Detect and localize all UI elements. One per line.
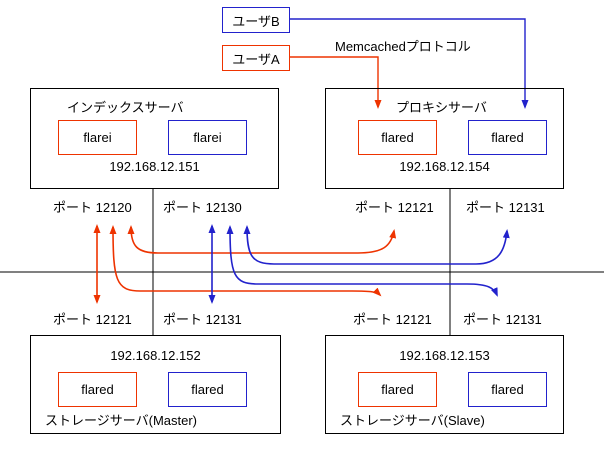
storage-slave-name: ストレージサーバ(Slave): [340, 413, 485, 428]
flared-slave-red-label: flared: [381, 382, 414, 397]
flared-proxy-red-label: flared: [381, 130, 414, 145]
flarei-blue-box: flarei: [168, 120, 247, 155]
flared-slave-red-box: flared: [358, 372, 437, 407]
storage-master-ip: 192.168.12.152: [110, 348, 201, 363]
port-proxy-12131-label: ポート 12131: [466, 200, 545, 215]
storage-master-name: ストレージサーバ(Master): [45, 413, 197, 428]
port-proxy-12121-label: ポート 12121: [355, 200, 434, 215]
flared-master-blue-box: flared: [168, 372, 247, 407]
storage-slave-ip: 192.168.12.153: [399, 348, 490, 363]
protocol-label: Memcachedプロトコル: [335, 39, 471, 54]
proxy-server-box: プロキシサーバ flared flared 192.168.12.154: [325, 88, 564, 189]
flared-master-red-box: flared: [58, 372, 137, 407]
port-slave-12121-label: ポート 12121: [353, 312, 432, 327]
index-server-name: インデックスサーバ: [67, 100, 184, 115]
flared-master-blue-label: flared: [191, 382, 224, 397]
arrow-red-12120-to-proxy-12121: [127, 225, 397, 254]
flared-slave-blue-label: flared: [491, 382, 524, 397]
flared-proxy-blue-box: flared: [468, 120, 547, 155]
arrow-red-12120-to-slave-12121: [109, 225, 382, 297]
user-b-box: ユーザB: [222, 7, 290, 33]
arrow-blue-12130-to-slave-12131: [226, 225, 498, 297]
flared-proxy-blue-label: flared: [491, 130, 524, 145]
storage-master-box: 192.168.12.152 flared flared ストレージサーバ(Ma…: [30, 335, 281, 434]
port-12130-label: ポート 12130: [163, 200, 242, 215]
port-master-12131-label: ポート 12131: [163, 312, 242, 327]
index-server-ip: 192.168.12.151: [109, 159, 200, 174]
user-a-label: ユーザA: [232, 51, 280, 67]
port-12120-label: ポート 12120: [53, 200, 132, 215]
arrow-blue-12130-to-proxy-12131: [243, 225, 510, 265]
index-server-box: インデックスサーバ flarei flarei 192.168.12.151: [30, 88, 279, 189]
port-slave-12131-label: ポート 12131: [463, 312, 542, 327]
proxy-server-ip: 192.168.12.154: [399, 159, 490, 174]
flarei-red-box: flarei: [58, 120, 137, 155]
user-a-box: ユーザA: [222, 45, 290, 71]
flarei-blue-label: flarei: [193, 130, 222, 145]
flarei-red-label: flarei: [83, 130, 112, 145]
storage-slave-box: 192.168.12.153 flared flared ストレージサーバ(Sl…: [325, 335, 564, 434]
user-b-label: ユーザB: [232, 13, 280, 29]
flared-proxy-red-box: flared: [358, 120, 437, 155]
flared-master-red-label: flared: [81, 382, 114, 397]
flared-slave-blue-box: flared: [468, 372, 547, 407]
port-master-12121-label: ポート 12121: [53, 312, 132, 327]
proxy-server-name: プロキシサーバ: [396, 100, 487, 115]
